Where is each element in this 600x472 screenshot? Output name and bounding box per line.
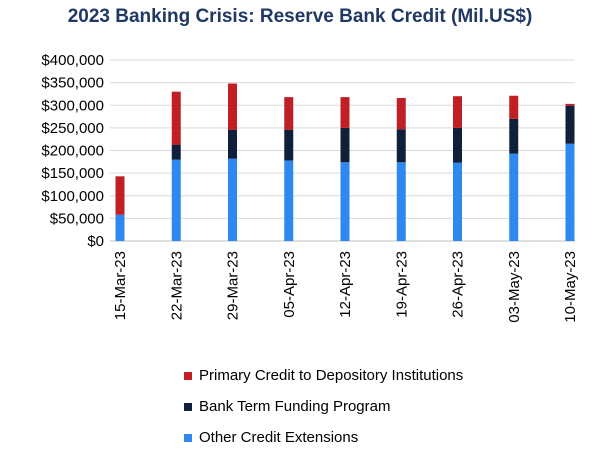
- bar-primary-credit-to-depository-institutions: [509, 95, 519, 119]
- y-tick-label: $200,000: [41, 143, 104, 160]
- bar-primary-credit-to-depository-institutions: [115, 176, 125, 215]
- bar-other-credit-extensions: [565, 143, 575, 241]
- legend-item: Other Credit Extensions: [184, 422, 463, 453]
- stacked-bar-chart: $0 $50,000 $100,000 $150,000 $200,000 $250,00…: [41, 52, 579, 323]
- bar-other-credit-extensions: [509, 153, 519, 241]
- x-tick-label: 15-Mar-23: [112, 251, 129, 320]
- bar-bank-term-funding-program: [565, 105, 575, 144]
- bars: [115, 83, 575, 241]
- bar-primary-credit-to-depository-institutions: [284, 97, 294, 130]
- y-tick-label: $100,000: [41, 188, 104, 205]
- x-tick-label: 26-Apr-23: [450, 251, 467, 318]
- x-tick-label: 10-May-23: [562, 251, 579, 323]
- bar-primary-credit-to-depository-institutions: [228, 83, 237, 130]
- x-tick-label: 22-Mar-23: [168, 251, 185, 320]
- legend-item: Bank Term Funding Program: [184, 391, 463, 422]
- y-tick-label: $300,000: [41, 97, 104, 114]
- x-tick-label: 05-Apr-23: [281, 251, 298, 318]
- y-tick-label: $0: [87, 233, 104, 250]
- legend-label: Other Credit Extensions: [199, 429, 359, 446]
- y-tick-label: $400,000: [41, 52, 104, 69]
- bar-primary-credit-to-depository-institutions: [565, 103, 575, 106]
- bar-primary-credit-to-depository-institutions: [340, 97, 350, 128]
- bar-other-credit-extensions: [171, 159, 181, 241]
- legend-label: Primary Credit to Depository Institution…: [199, 367, 464, 384]
- x-tick-label: 19-Apr-23: [393, 251, 410, 318]
- y-tick-label: $350,000: [41, 75, 104, 92]
- y-tick-label: $50,000: [50, 210, 104, 227]
- legend: Primary Credit to Depository Institution…: [184, 360, 463, 453]
- bar-bank-term-funding-program: [284, 129, 294, 161]
- bar-other-credit-extensions: [396, 162, 406, 241]
- bar-primary-credit-to-depository-institutions: [396, 98, 406, 130]
- legend-item: Primary Credit to Depository Institution…: [184, 360, 463, 391]
- bar-other-credit-extensions: [284, 160, 294, 241]
- y-axis-tick-labels: $0 $50,000 $100,000 $150,000 $200,000 $250,00…: [41, 52, 104, 250]
- chart-title: 2023 Banking Crisis: Reserve Bank Credit…: [67, 6, 533, 27]
- x-tick-label: 12-Apr-23: [337, 251, 354, 318]
- bar-other-credit-extensions: [228, 158, 237, 241]
- bar-other-credit-extensions: [115, 214, 125, 241]
- bar-bank-term-funding-program: [171, 144, 181, 160]
- legend-label: Bank Term Funding Program: [199, 398, 391, 415]
- bar-bank-term-funding-program: [340, 127, 350, 163]
- bar-other-credit-extensions: [340, 162, 350, 241]
- x-tick-label: 29-Mar-23: [225, 251, 242, 320]
- bar-primary-credit-to-depository-institutions: [453, 96, 462, 128]
- x-tick-label: 03-May-23: [506, 251, 523, 323]
- x-axis-tick-labels: 15-Mar-23 22-Mar-23 29-Mar-23 05-Apr-23 12-A…: [112, 251, 579, 323]
- legend-swatch: [184, 371, 192, 380]
- legend-swatch: [184, 402, 192, 411]
- bar-other-credit-extensions: [453, 162, 462, 241]
- bar-bank-term-funding-program: [396, 129, 406, 163]
- bar-bank-term-funding-program: [228, 129, 237, 159]
- bar-bank-term-funding-program: [453, 127, 462, 163]
- bar-bank-term-funding-program: [509, 118, 519, 154]
- bar-primary-credit-to-depository-institutions: [171, 91, 181, 145]
- legend-swatch: [184, 433, 192, 442]
- y-tick-label: $150,000: [41, 165, 104, 182]
- y-tick-label: $250,000: [41, 120, 104, 137]
